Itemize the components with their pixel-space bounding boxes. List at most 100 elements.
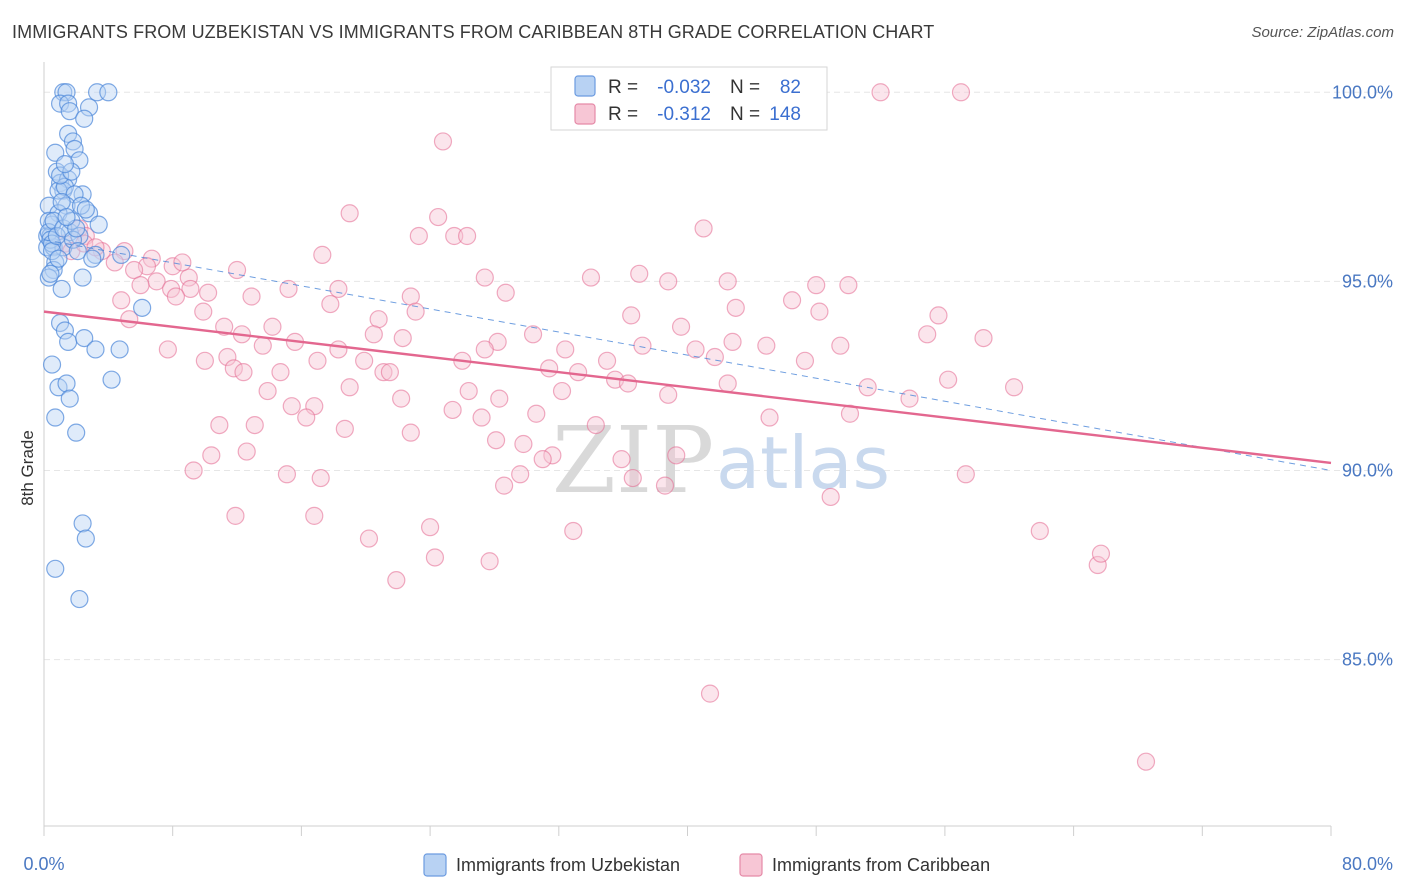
stats-r-value-1: -0.032 [657,77,711,98]
caribbean-point [194,302,213,321]
caribbean-point [511,465,530,484]
watermark: ZIP atlas [552,407,890,514]
caribbean-point [686,340,705,359]
caribbean-point [421,518,440,537]
caribbean-point [633,336,652,355]
caribbean-point [939,370,958,389]
caribbean-point [951,83,971,102]
uzbekistan-point [57,83,76,102]
caribbean-point [667,446,686,465]
caribbean-point [810,302,829,321]
caribbean-point [623,468,642,488]
caribbean-point [760,408,779,427]
caribbean-point [234,363,253,382]
chart-title: IMMIGRANTS FROM UZBEKISTAN VS IMMIGRANTS… [12,22,935,42]
legend-label-uzbekistan: Immigrants from Uzbekistan [456,855,680,875]
uzbekistan-point [67,423,86,442]
uzbekistan-point [49,249,68,268]
legend: Immigrants from Uzbekistan Immigrants fr… [423,853,990,877]
caribbean-point [120,310,139,329]
stats-n-label-2: N = [730,104,760,125]
caribbean-point [429,207,448,227]
uzbekistan-point [70,589,89,609]
uzbekistan-point [65,139,84,159]
uzbekistan-point [60,102,79,121]
caribbean-point [184,461,203,480]
caribbean-point [533,450,552,469]
caribbean-point [198,283,218,302]
caribbean-point [359,529,379,548]
trend-lines [43,239,1332,471]
caribbean-point [308,351,327,370]
x-tick-labels: 0.0% 80.0% [23,854,1393,874]
uzbekistan-point [76,200,95,219]
caribbean-point [540,359,559,378]
caribbean-point [224,359,243,378]
uzbekistan-point [110,340,129,359]
caribbean-point [807,276,826,295]
y-tick-label-1: 90.0% [1342,460,1393,480]
caribbean-point [340,204,359,223]
caribbean-point [564,521,583,541]
caribbean-point [1030,521,1049,541]
y-tick-labels: 85.0% 90.0% 95.0% 100.0% [1332,82,1393,669]
legend-swatch-uzbekistan [423,853,447,877]
grid-lines [44,91,1391,661]
caribbean-point [445,226,464,246]
uzbekistan-point [75,328,94,348]
caribbean-point [311,468,330,488]
caribbean-point [459,381,478,401]
watermark-atlas: atlas [716,421,890,505]
caribbean-point [226,506,245,525]
caribbean-point [726,298,745,317]
caribbean-point [215,317,234,336]
caribbean-point [581,268,601,287]
caribbean-point [369,310,388,329]
caribbean-point [279,279,298,299]
caribbean-point [586,415,605,435]
x-tick-label-1: 80.0% [1342,854,1393,874]
caribbean-point [514,434,533,454]
caribbean-point [173,253,192,272]
caribbean-point [523,325,543,344]
caribbean-point [355,351,374,370]
source-label: Source: ZipAtlas.com [1251,24,1394,41]
caribbean-point [364,325,383,344]
stats-r-label-1: R = [608,77,638,98]
caribbean-point [277,465,297,484]
caribbean-point [329,279,348,299]
y-tick-label-3: 100.0% [1332,82,1393,102]
caribbean-point [718,374,737,393]
caribbean-point [1088,555,1107,575]
y-tick-label-0: 85.0% [1342,650,1393,670]
caribbean-point [472,408,491,427]
caribbean-point [821,487,840,507]
uzbekistan-point [102,370,121,389]
caribbean-point [433,132,453,151]
caribbean-point [929,306,948,325]
uzbekistan-point [75,109,94,128]
caribbean-point [374,363,393,382]
caribbean-point [112,291,131,310]
caribbean-point [1004,378,1024,397]
legend-swatch-caribbean [739,853,763,877]
caribbean-point [392,389,411,408]
caribbean-point [618,374,638,393]
caribbean-point [340,378,359,397]
caribbean-point [918,325,937,344]
stats-r-label-2: R = [608,104,638,125]
caribbean-point [612,450,631,469]
watermark-zip: ZIP [552,407,714,514]
caribbean-point [245,415,264,435]
caribbean-trend-line [43,310,1332,465]
caribbean-point [1136,752,1156,771]
caribbean-point [718,272,737,291]
caribbean-point [597,351,617,370]
caribbean-point [630,264,649,283]
uzbekistan-point [62,162,81,181]
caribbean-point [425,548,445,567]
caribbean-point [401,423,420,442]
caribbean-point [839,276,858,295]
uzbekistan-point [42,355,62,374]
